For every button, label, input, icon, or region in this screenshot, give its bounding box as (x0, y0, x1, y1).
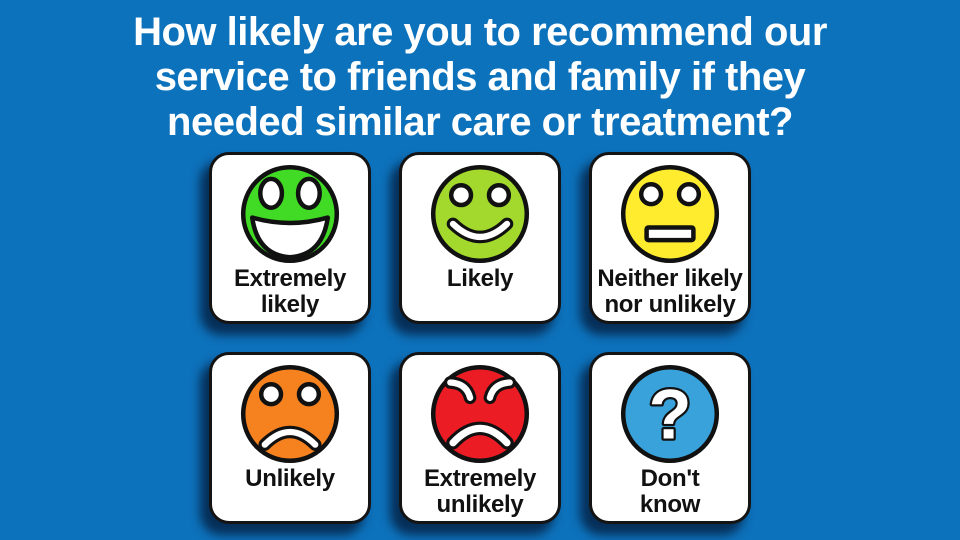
smiley-sad-icon (240, 364, 340, 464)
option-label-line: Neither likely (597, 265, 743, 292)
question-title: How likely are you to recommend our serv… (0, 10, 960, 146)
option-label: Likely (446, 265, 514, 292)
option-label: Don't know (640, 466, 700, 518)
option-label: Neither likely nor unlikely (597, 265, 743, 318)
option-card-extremely-likely[interactable]: Extremely likely (209, 152, 371, 324)
option-label-line: Don't (640, 465, 700, 492)
option-card-likely[interactable]: Likely (399, 152, 561, 324)
smiley-happy-icon (430, 164, 530, 264)
smiley-neutral-icon (620, 164, 720, 264)
smiley-extremely-happy-icon (240, 164, 340, 264)
option-label-line: Unlikely (245, 465, 335, 492)
option-label-line: likely (260, 290, 320, 318)
smiley-angry-icon (430, 364, 530, 464)
option-label-line: know (639, 490, 701, 518)
option-label: Extremely likely (234, 266, 346, 318)
question-mark-icon: ? (620, 364, 720, 464)
question-title-line: service to friends and family if they (154, 55, 806, 100)
option-label-line: Extremely (423, 465, 537, 492)
option-label-line: unlikely (436, 490, 524, 518)
option-label-line: Likely (446, 265, 514, 292)
option-card-neither-likely-nor-unlikely[interactable]: Neither likely nor unlikely (589, 152, 751, 324)
option-label: Extremely unlikely (424, 466, 536, 518)
svg-text:?: ? (649, 374, 692, 453)
question-title-line: needed similar care or treatment? (167, 100, 793, 145)
option-card-extremely-unlikely[interactable]: Extremely unlikely (399, 352, 561, 524)
option-label-line: Extremely (233, 265, 347, 292)
option-label-line: nor unlikely (604, 290, 736, 318)
option-label: Unlikely (245, 466, 335, 492)
question-title-line: How likely are you to recommend our (133, 10, 827, 54)
option-card-unlikely[interactable]: Unlikely (209, 352, 371, 524)
option-card-dont-know[interactable]: ? Don't know (589, 352, 751, 524)
options-grid: Extremely likely Likely Neither likely n… (209, 152, 751, 524)
